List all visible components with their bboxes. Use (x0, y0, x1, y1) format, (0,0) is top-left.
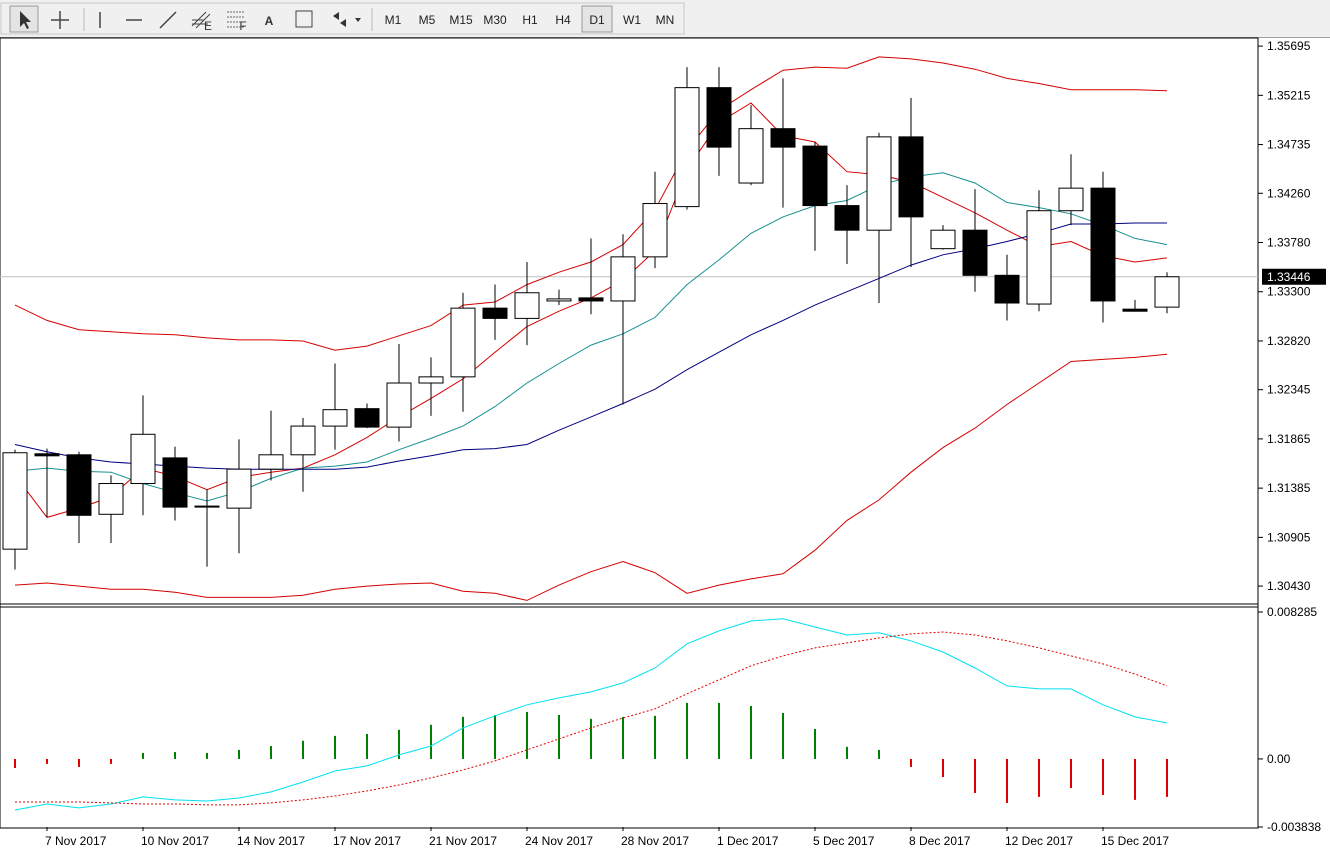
candle-body (866, 136, 892, 231)
cursor-icon (20, 11, 31, 29)
indicator-line (14, 353, 1168, 601)
y-tick-label: 1.34260 (1267, 186, 1311, 200)
y-tick-label: 1.30430 (1267, 579, 1311, 593)
candle-body (738, 128, 764, 184)
y-tick-label: 1.33300 (1267, 285, 1311, 299)
candle-body (450, 307, 476, 378)
period-active (581, 5, 613, 33)
y-tick-label: 1.33780 (1267, 236, 1311, 250)
tool-letter[interactable]: A (265, 14, 274, 28)
candle-body (706, 87, 732, 148)
candle-body (770, 128, 796, 148)
toolbar-icons: E F A M1 M5 M15 M30 H1 H4 D1 W1 MN (0, 2, 685, 35)
candle-body (930, 229, 956, 250)
label-icon[interactable] (295, 10, 313, 28)
y-tick-label: 1.31865 (1267, 432, 1311, 446)
candle-body (354, 408, 380, 428)
candle-body (418, 376, 444, 384)
y-tick-label: -0.003838 (1267, 820, 1321, 834)
candle-body (2, 452, 28, 550)
x-tick-label: 7 Nov 2017 (45, 834, 107, 848)
price-label: 1.33446 (1267, 270, 1311, 284)
candle-body (66, 454, 92, 516)
x-tick-label: 14 Nov 2017 (237, 834, 305, 848)
y-tick-label: 1.35695 (1267, 39, 1311, 53)
candle-body (290, 425, 316, 456)
plot-frame (0, 37, 1259, 829)
period-button[interactable]: D1 (589, 13, 605, 27)
period-button[interactable]: M15 (449, 13, 473, 27)
crosshair-icon[interactable] (51, 11, 69, 29)
period-button[interactable]: M30 (483, 13, 507, 27)
arrows-icon[interactable] (333, 12, 361, 27)
x-tick-label: 10 Nov 2017 (141, 834, 209, 848)
period-button[interactable]: H1 (522, 13, 538, 27)
candle-body (322, 409, 348, 427)
y-tick-label: 1.30905 (1267, 530, 1311, 544)
candle-body (674, 87, 700, 208)
period-button[interactable]: W1 (623, 13, 641, 27)
y-tick-label: 1.31385 (1267, 481, 1311, 495)
candle-body (514, 292, 540, 319)
toolbar: E F A M1 M5 M15 M30 H1 H4 D1 W1 MN (0, 0, 1330, 38)
candle-body (578, 297, 604, 302)
candle-body (642, 203, 668, 258)
candle-body (226, 468, 252, 509)
tool-letter[interactable]: F (239, 19, 246, 33)
x-tick-label: 15 Dec 2017 (1101, 834, 1169, 848)
x-tick-label: 8 Dec 2017 (909, 834, 971, 848)
candle-body (962, 229, 988, 276)
candle-body (898, 136, 924, 218)
candle-body (1122, 308, 1148, 312)
period-button[interactable]: M1 (385, 13, 402, 27)
candle-body (258, 454, 284, 470)
candle-body (1154, 276, 1180, 308)
y-tick-label: 1.35215 (1267, 88, 1311, 102)
candle-body (386, 382, 412, 428)
y-tick-label: 0.00 (1267, 752, 1291, 766)
candle-body (546, 298, 572, 302)
candle-body (194, 505, 220, 508)
price-label-box (1262, 268, 1326, 285)
candle-body (834, 205, 860, 231)
candle-body (610, 256, 636, 302)
chart: 1.35695 1.35215 1.34735 1.34260 1.33780 1.333… (0, 37, 1326, 848)
x-tick-label: 5 Dec 2017 (813, 834, 875, 848)
toolbar-frame (0, 2, 685, 35)
candle-body (1090, 187, 1116, 302)
y-tick-label: 1.32345 (1267, 383, 1311, 397)
x-tick-label: 1 Dec 2017 (717, 834, 779, 848)
x-tick-label: 21 Nov 2017 (429, 834, 497, 848)
candle-body (802, 145, 828, 207)
y-tick-label: 1.32820 (1267, 334, 1311, 348)
indicator-line (15, 631, 1168, 806)
candle-body (130, 433, 156, 485)
candle-body (1058, 187, 1084, 212)
candle-body (482, 307, 508, 319)
candle-body (162, 457, 188, 508)
y-tick-label: 0.008285 (1267, 605, 1317, 619)
x-tick-label: 17 Nov 2017 (333, 834, 401, 848)
y-tick-label: 1.34735 (1267, 138, 1311, 152)
period-button[interactable]: MN (656, 13, 675, 27)
indicator-line (14, 618, 1168, 811)
x-tick-label: 24 Nov 2017 (525, 834, 593, 848)
candle-body (98, 483, 124, 515)
x-tick-label: 28 Nov 2017 (621, 834, 689, 848)
tool-letter[interactable]: E (204, 19, 212, 33)
candle-body (34, 453, 60, 457)
candle-body (1026, 210, 1052, 305)
period-button[interactable]: H4 (555, 13, 571, 27)
channel-icon[interactable] (191, 11, 211, 29)
candle-body (994, 274, 1020, 304)
x-tick-label: 12 Dec 2017 (1005, 834, 1073, 848)
trendline-icon[interactable] (159, 11, 177, 29)
period-button[interactable]: M5 (419, 13, 436, 27)
